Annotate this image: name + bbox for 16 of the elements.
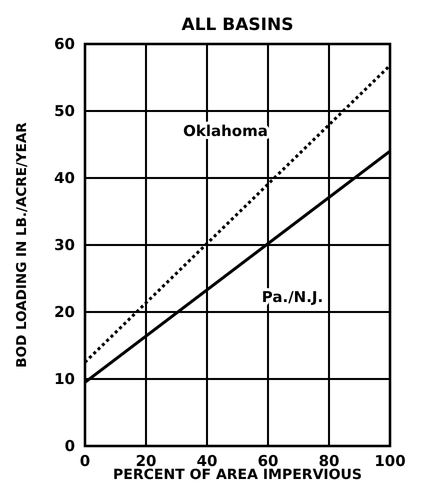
y-axis-title: BOD LOADING IN LB./ACRE/YEAR <box>14 122 30 368</box>
y-tick-label: 50 <box>54 102 75 120</box>
y-tick-label: 30 <box>54 236 75 254</box>
x-axis-title: PERCENT OF AREA IMPERVIOUS <box>113 467 362 483</box>
y-tick-label: 20 <box>54 303 75 321</box>
x-tick-label: 20 <box>136 452 156 470</box>
x-tick-label: 100 <box>374 452 406 470</box>
y-tick-label: 60 <box>54 35 75 53</box>
x-tick-label: 0 <box>80 452 90 470</box>
y-tick-label: 10 <box>54 370 75 388</box>
x-tick-label: 40 <box>196 452 218 470</box>
x-tick-label: 80 <box>318 452 340 470</box>
y-tick-label: 40 <box>54 169 75 187</box>
x-tick-label: 60 <box>258 452 278 470</box>
chart-title: ALL BASINS <box>182 15 294 35</box>
y-tick-label: 0 <box>64 437 75 455</box>
